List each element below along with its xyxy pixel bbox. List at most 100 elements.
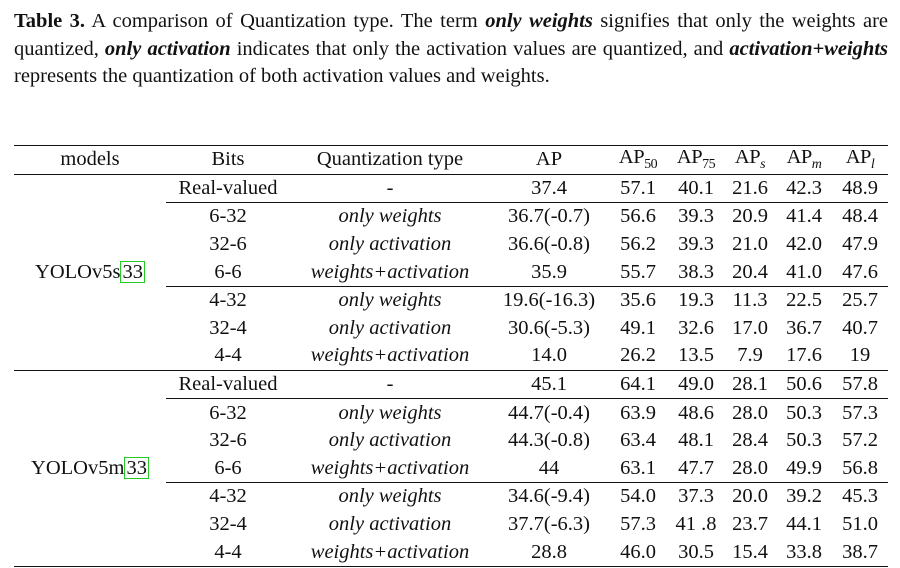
quantization-type-cell: weights+activation [290, 342, 490, 371]
caption-text: signifies that only the weights are quan… [14, 10, 888, 60]
quantization-comparison-table: models Bits Quantization type AP AP50 AP… [14, 145, 888, 567]
quantization-type-cell: weights+activation [310, 260, 470, 283]
aps-cell: 21.6 [732, 176, 768, 199]
aps-cell: 20.9 [724, 202, 776, 231]
ap-cell: 36.7(-0.7) [490, 202, 608, 231]
apm-cell: 17.6 [776, 342, 832, 371]
apm-cell: 42.0 [786, 233, 822, 256]
caption-label: Table 3. [14, 10, 86, 32]
apl-cell: 47.9 [842, 233, 878, 256]
ap75-cell: 39.3 [668, 202, 724, 231]
table-row: 4-32 only weights 19.6(-16.3) 35.6 19.3 11.3 2… [14, 285, 888, 315]
bits-cell: 4-32 [166, 482, 290, 511]
model-name-cell: YOLOv5s33 [14, 174, 166, 371]
ap75-cell: 47.7 [678, 456, 714, 479]
bits-cell: 4-4 [166, 342, 290, 371]
apl-cell: 57.8 [842, 373, 878, 396]
apm-cell: 50.3 [786, 429, 822, 452]
header-bits: Bits [166, 145, 290, 175]
aps-cell: 28.4 [732, 429, 768, 452]
apl-cell: 25.7 [832, 285, 888, 315]
header-apl: APl [832, 145, 888, 175]
apm-cell: 22.5 [776, 285, 832, 315]
apm-cell: 42.3 [786, 176, 822, 199]
model-group: YOLOv5m33 Real-valued - 45.1 64.1 49.0 28.1 50.… [14, 370, 888, 567]
ap-cell: 14.0 [490, 342, 608, 371]
table-row: 32-6 only activation 36.6(-0.8) 56.2 39.3 21.… [14, 231, 888, 259]
apm-cell: 36.7 [786, 316, 822, 339]
caption-term-only-activation: only activation [104, 37, 231, 60]
quantization-type-cell: only activation [328, 513, 452, 536]
apm-cell: 39.2 [776, 482, 832, 511]
quantization-type-cell: - [386, 176, 394, 199]
aps-cell: 17.0 [732, 316, 768, 339]
ap50-cell: 56.6 [608, 202, 668, 231]
bits-cell: 6-6 [214, 456, 242, 479]
bits-cell: Real-valued [178, 373, 278, 396]
bits-cell: 6-32 [166, 398, 290, 427]
bits-cell: 32-6 [209, 429, 247, 452]
ap-cell: 30.6(-5.3) [508, 316, 590, 339]
caption-text: A comparison of Quantization type. The t… [85, 10, 486, 32]
ap-cell: 44.3(-0.8) [508, 429, 590, 452]
header-apm: APm [776, 145, 832, 175]
table-caption: Table 3. A comparison of Quantization ty… [14, 8, 888, 91]
ap50-cell: 57.3 [620, 513, 656, 536]
bits-cell: 32-4 [209, 316, 247, 339]
citation-link[interactable]: 33 [120, 260, 145, 283]
apl-cell: 47.6 [842, 260, 878, 283]
aps-cell: 7.9 [724, 342, 776, 371]
apl-cell: 56.8 [842, 456, 878, 479]
bits-cell: 32-4 [209, 513, 247, 536]
citation-link[interactable]: 33 [124, 456, 149, 479]
header-models: models [14, 145, 166, 175]
table-row: YOLOv5m33 Real-valued - 45.1 64.1 49.0 28.1 50.… [14, 370, 888, 567]
header-ap50: AP50 [608, 145, 668, 175]
ap50-cell: 56.2 [620, 233, 656, 256]
ap-cell: 37.4 [531, 176, 567, 199]
quantization-type-cell: weights+activation [290, 538, 490, 567]
quantization-type-cell: - [386, 373, 394, 396]
apl-cell: 57.3 [832, 398, 888, 427]
table-row: 6-32 only weights 44.7(-0.4) 63.9 48.6 28.0 50… [14, 398, 888, 427]
table-row: YOLOv5s33 Real-valued - 37.4 57.1 40.1 21.6 42.… [14, 174, 888, 371]
aps-cell: 28.1 [732, 373, 768, 396]
quantization-type-cell: only weights [290, 398, 490, 427]
quantization-type-cell: weights+activation [310, 456, 470, 479]
citation-number: 33 [122, 260, 143, 283]
ap-cell: 35.9 [531, 260, 567, 283]
ap75-cell: 13.5 [668, 342, 724, 371]
caption-term-activation-weights: activation+weights [729, 37, 888, 60]
aps-cell: 15.4 [724, 538, 776, 567]
ap75-cell: 49.0 [678, 373, 714, 396]
apm-cell: 50.6 [786, 373, 822, 396]
aps-cell: 28.0 [724, 398, 776, 427]
aps-cell: 23.7 [732, 513, 768, 536]
table-row: 4-4 weights+activation 14.0 26.2 13.5 7.9 17.6… [14, 342, 888, 371]
ap75-cell: 37.3 [668, 482, 724, 511]
header-aps: APs [724, 145, 776, 175]
header-ap75: AP75 [668, 145, 724, 175]
ap50-cell: 63.1 [620, 456, 656, 479]
ap-cell: 19.6(-16.3) [490, 285, 608, 315]
apl-cell: 40.7 [842, 316, 878, 339]
apl-cell: 48.9 [842, 176, 878, 199]
ap75-cell: 32.6 [678, 316, 714, 339]
bits-cell: 6-32 [166, 202, 290, 231]
header-quantization-type: Quantization type [290, 145, 490, 175]
ap50-cell: 26.2 [608, 342, 668, 371]
ap50-cell: 54.0 [608, 482, 668, 511]
model-group: YOLOv5s33 Real-valued - 37.4 57.1 40.1 21.6 42.… [14, 174, 888, 371]
apm-cell: 33.8 [776, 538, 832, 567]
bits-cell: 4-4 [166, 538, 290, 567]
ap-cell: 36.6(-0.8) [508, 233, 590, 256]
quantization-type-cell: only activation [328, 316, 452, 339]
aps-cell: 11.3 [724, 285, 776, 315]
table-row: 4-32 only weights 34.6(-9.4) 54.0 37.3 20.0 39… [14, 482, 888, 511]
header-ap: AP [490, 145, 608, 175]
quantization-type-cell: only activation [328, 429, 452, 452]
ap75-cell: 41 .8 [675, 513, 717, 536]
apl-cell: 45.3 [832, 482, 888, 511]
aps-cell: 21.0 [732, 233, 768, 256]
table-row: 4-4 weights+activation 28.8 46.0 30.5 15.4 33.… [14, 538, 888, 567]
